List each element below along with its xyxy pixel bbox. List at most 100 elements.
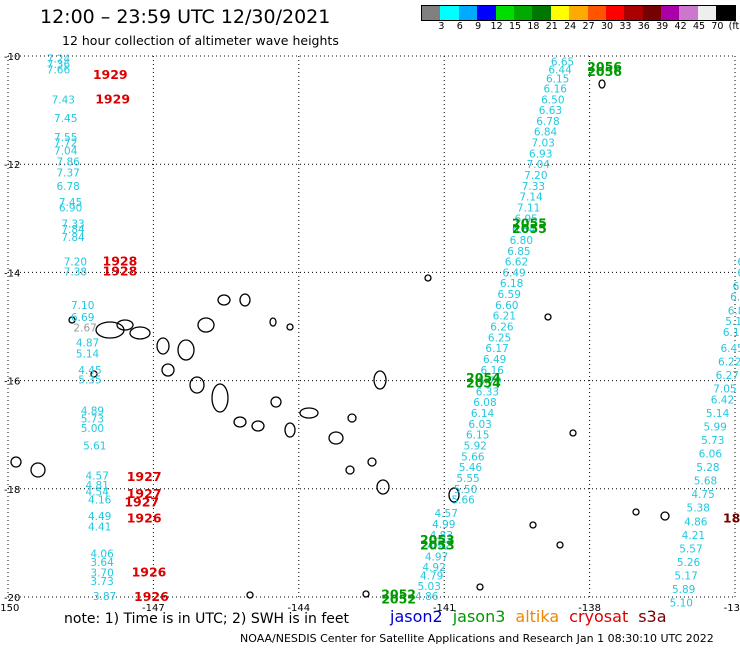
wave-height-value: 6.06 xyxy=(699,449,723,461)
pass-time-label: 1929 xyxy=(95,91,130,106)
wave-height-value: 5.35 xyxy=(78,375,101,387)
wave-height-value: 6.21 xyxy=(493,311,516,323)
wave-height-value: 6.78 xyxy=(56,181,79,193)
island-outline xyxy=(328,431,344,445)
legend-label: 18 xyxy=(527,21,540,32)
wave-height-value: 4.79 xyxy=(420,570,443,582)
pass-time-label: 1928 xyxy=(103,254,138,269)
wave-height-value: 7.38 xyxy=(64,266,87,278)
legend-label: 3 xyxy=(438,21,445,32)
island-outline xyxy=(10,456,22,468)
pass-time-label: 2052 xyxy=(381,592,416,607)
pass-time-label: 2054 xyxy=(466,375,501,390)
wave-height-value: 6.45 xyxy=(720,343,740,355)
wave-height-value: 5.99 xyxy=(703,422,726,434)
wave-height-value: 5.55 xyxy=(456,473,479,485)
island-outline xyxy=(556,541,564,549)
island-outline xyxy=(660,511,670,521)
wave-height-value: 5.17 xyxy=(674,570,697,582)
island-outline xyxy=(476,583,484,591)
legend-label: 6 xyxy=(456,21,463,32)
wave-height-value: 3.73 xyxy=(90,576,113,588)
wave-height-value: 4.57 xyxy=(435,508,458,520)
island-outline xyxy=(156,337,170,355)
legend-label: 70 xyxy=(711,21,724,32)
wave-height-value: 7.33 xyxy=(522,181,545,193)
wave-height-value: 6.27 xyxy=(716,370,739,382)
island-outline xyxy=(189,376,205,394)
wave-height-value: 4.83 xyxy=(430,530,453,542)
wave-height-value: 4.16 xyxy=(88,495,112,507)
legend-label: 36 xyxy=(637,21,650,32)
island-outline xyxy=(116,319,134,331)
wave-height-value: 6.60 xyxy=(495,300,518,312)
wave-height-value: 4.45 xyxy=(78,365,101,377)
pass-time-label: 2056 xyxy=(587,64,622,79)
island-outline xyxy=(197,317,215,333)
note-text: note: 1) Time is in UTC; 2) SWH is in fe… xyxy=(64,611,350,627)
wave-height-value: 7.45 xyxy=(59,197,82,209)
legend-color-swatch xyxy=(477,6,496,20)
wave-height-value: 5.28 xyxy=(696,462,719,474)
legend-label: 21 xyxy=(545,21,558,32)
legend-color-swatch xyxy=(679,6,698,20)
pass-time-label: 1927 xyxy=(127,469,162,484)
wave-height-value: 5.14 xyxy=(76,349,100,361)
wave-height-value: 4.06 xyxy=(90,549,114,561)
wave-height-value: 6.59 xyxy=(730,292,740,304)
wave-height-value: 5.66 xyxy=(461,451,485,463)
wave-height-value: 5.73 xyxy=(701,435,724,447)
wave-height-value: 6.59 xyxy=(498,289,521,301)
wave-height-value: 7.03 xyxy=(531,138,554,150)
island-outline xyxy=(161,363,175,377)
island-outline xyxy=(90,370,98,378)
wave-height-value: 4.92 xyxy=(427,541,450,553)
legend-label: 33 xyxy=(619,21,632,32)
island-outline xyxy=(269,317,277,327)
legend-label: 12 xyxy=(490,21,503,32)
wave-height-value: 6.15 xyxy=(466,430,489,442)
wave-height-value: 4.75 xyxy=(691,489,714,501)
wave-height-value: 6.85 xyxy=(507,246,530,258)
wave-height-value: 6.22 xyxy=(718,357,740,369)
wave-height-value: 4.41 xyxy=(88,522,111,534)
legend-label: 9 xyxy=(475,21,482,32)
pass-time-label: 1929 xyxy=(93,67,128,82)
satellite-jason3-label: jason3 xyxy=(452,607,506,626)
island-outline xyxy=(239,293,251,307)
wave-height-value: 4.21 xyxy=(682,530,705,542)
legend-label: 45 xyxy=(692,21,706,32)
island-outline xyxy=(362,590,370,598)
wave-height-value: 4.92 xyxy=(422,562,445,574)
wave-height-value: 7.43 xyxy=(52,94,75,106)
wave-height-value: 6.13 xyxy=(723,327,740,339)
island-outline xyxy=(529,521,537,529)
wave-height-value: 5.14 xyxy=(725,316,740,328)
pass-time-label: 2056 xyxy=(587,59,622,74)
wave-height-value: 4.86 xyxy=(415,591,439,603)
wave-height-value: 7.20 xyxy=(64,257,87,269)
latitude-tick-label: -12 xyxy=(4,160,20,171)
island-outline xyxy=(569,429,577,437)
longitude-tick-label: -138 xyxy=(578,603,601,614)
map-title: 12:00 – 23:59 UTC 12/30/2021 xyxy=(40,6,331,28)
wave-height-value: 7.86 xyxy=(56,156,80,168)
wave-height-value: 6.49 xyxy=(502,267,525,279)
satellite-cryosat-label: cryosat xyxy=(569,607,629,626)
wave-height-value: 5.68 xyxy=(694,476,717,488)
island-outline xyxy=(177,339,195,361)
legend-color-swatch xyxy=(661,6,680,20)
island-outline xyxy=(347,413,357,423)
pass-time-label: 1927 xyxy=(124,494,159,509)
wave-height-value: 6.49 xyxy=(483,354,506,366)
color-scale-legend xyxy=(421,5,736,21)
wave-height-value: 6.93 xyxy=(529,148,552,160)
wave-height-value: 4.87 xyxy=(76,338,99,350)
island-outline xyxy=(286,323,294,331)
wave-height-value: 6.50 xyxy=(541,94,564,106)
wave-height-value: 4.99 xyxy=(432,519,455,531)
island-outline xyxy=(68,316,76,324)
wave-height-value: 3.64 xyxy=(90,557,114,569)
